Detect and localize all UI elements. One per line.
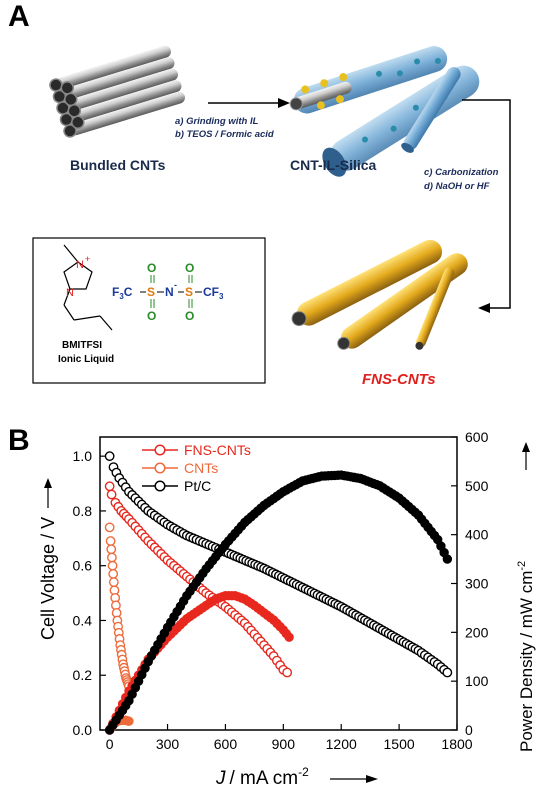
- polarization-point: [442, 667, 453, 678]
- polarization-series-cnts: [104, 522, 134, 692]
- step-d-text: d) NaOH or HF: [424, 181, 490, 192]
- n-atom: N: [66, 287, 74, 299]
- y-tick-label: 0.0: [73, 722, 93, 738]
- panel-b-letter: B: [8, 424, 30, 457]
- x-tick-label: 900: [272, 736, 296, 752]
- x-axis-ticks: 0 300 600 900 1200 1500 1800: [106, 724, 473, 752]
- y2-axis-arrow: [522, 442, 530, 470]
- y2-axis-ticks: 0 100 200 300 400 500 600: [451, 429, 489, 738]
- polarization-point: [282, 667, 293, 678]
- x-tick-label: 0: [106, 736, 114, 752]
- polarization-point: [104, 481, 115, 492]
- y2-axis-label: Power Density / mW cm-2: [516, 561, 536, 752]
- polarization-point: [105, 536, 116, 546]
- fuel-cell-chart: 0 300 600 900 1200 1500 1800 0.0 0.2 0.4 0.6 0.8 1.…: [38, 429, 536, 789]
- step-a-text: a) Grinding with IL: [175, 116, 259, 127]
- y-tick-label: 0.6: [73, 558, 93, 574]
- y2-tick-label: 0: [465, 722, 473, 738]
- y-axis-ticks: 0.0 0.2 0.4 0.6 0.8 1.0: [73, 448, 106, 738]
- il-name: BMITFSI: [62, 340, 102, 351]
- il-subtitle: Ionic Liquid: [58, 354, 114, 365]
- n-plus-atom: N: [76, 259, 84, 271]
- step-arrow-1: [208, 98, 290, 108]
- bundled-cnts-illustration: [49, 45, 186, 138]
- fns-cnts-label: FNS-CNTs: [362, 371, 436, 388]
- polarization-point: [104, 451, 115, 462]
- step-arrow-2: [462, 99, 511, 313]
- plot-frame: [99, 436, 458, 731]
- svg-text:F3C: F3C: [112, 285, 133, 301]
- polarization-point: [104, 522, 115, 533]
- step-b-text: b) TEOS / Formic acid: [175, 129, 274, 140]
- y-tick-label: 0.2: [73, 667, 93, 683]
- polarization-point: [107, 560, 118, 571]
- n-minus-atom: N: [165, 285, 174, 299]
- y-tick-label: 0.8: [73, 503, 93, 519]
- polarization-point: [108, 577, 119, 588]
- svg-text:CF3: CF3: [203, 285, 224, 301]
- y-tick-label: 1.0: [73, 448, 93, 464]
- legend-label-pt-c: Pt/C: [184, 478, 211, 494]
- ionic-liquid-box: N + N F3C S O O N - S O O CF3: [32, 237, 266, 384]
- x-axis-arrow: [330, 775, 378, 783]
- x-tick-label: 300: [156, 736, 180, 752]
- legend-label-fns-cnts: FNS-CNTs: [184, 442, 251, 458]
- x-tick-label: 1500: [384, 736, 415, 752]
- sulfur-atom-right: S: [185, 285, 193, 299]
- polarization-point: [106, 544, 117, 555]
- x-tick-label: 1200: [326, 736, 357, 752]
- polarization-point: [106, 489, 117, 500]
- oxygen-bottom-left: O: [147, 309, 156, 323]
- sulfur-atom-left: S: [147, 285, 155, 299]
- y-axis-arrow: [44, 478, 52, 508]
- y2-tick-label: 500: [465, 478, 489, 494]
- y2-tick-label: 400: [465, 527, 489, 543]
- charge-plus: +: [85, 254, 90, 264]
- fns-cnts-illustration: [291, 239, 468, 350]
- charge-minus: -: [174, 280, 177, 290]
- legend-marker: [154, 462, 166, 474]
- power-point: [442, 554, 453, 564]
- x-axis-label: J / mA cm-2: [215, 765, 309, 789]
- legend-marker: [154, 480, 166, 492]
- x-tick-label: 600: [214, 736, 238, 752]
- legend-label-cnts: CNTs: [184, 460, 218, 476]
- step-c-text: c) Carbonization: [424, 167, 499, 178]
- bundled-cnts-label: Bundled CNTs: [70, 157, 166, 173]
- oxygen-top-right: O: [185, 261, 194, 275]
- polarization-point: [108, 569, 119, 579]
- y2-tick-label: 100: [465, 673, 489, 689]
- cnt-il-silica-illustration: [289, 46, 480, 177]
- x-tick-label: 1800: [441, 736, 472, 752]
- y2-tick-label: 200: [465, 624, 489, 640]
- y-tick-label: 0.4: [73, 612, 93, 628]
- y-axis-label: Cell Voltage / V: [38, 517, 58, 640]
- oxygen-bottom-right: O: [185, 309, 194, 323]
- legend-marker: [154, 444, 166, 456]
- series-layer: [104, 451, 453, 735]
- power-point: [284, 632, 294, 642]
- cnt-il-silica-label: CNT-IL-Silica: [290, 157, 377, 173]
- y2-tick-label: 600: [465, 429, 489, 445]
- power-series-fns-cnts: [104, 591, 294, 735]
- oxygen-top-left: O: [147, 261, 156, 275]
- imidazolium-structure: [63, 244, 113, 331]
- y2-tick-label: 300: [465, 576, 489, 592]
- polarization-point: [107, 552, 117, 563]
- polarization-series-pt-c: [104, 451, 453, 678]
- tfsi-anion: F3C S O O N - S O O CF3: [112, 261, 224, 323]
- panel-a-letter: A: [8, 0, 30, 33]
- power-point: [124, 716, 134, 726]
- chart-legend: FNS-CNTs CNTs Pt/C: [142, 442, 251, 494]
- power-series-pt-c: [104, 470, 453, 735]
